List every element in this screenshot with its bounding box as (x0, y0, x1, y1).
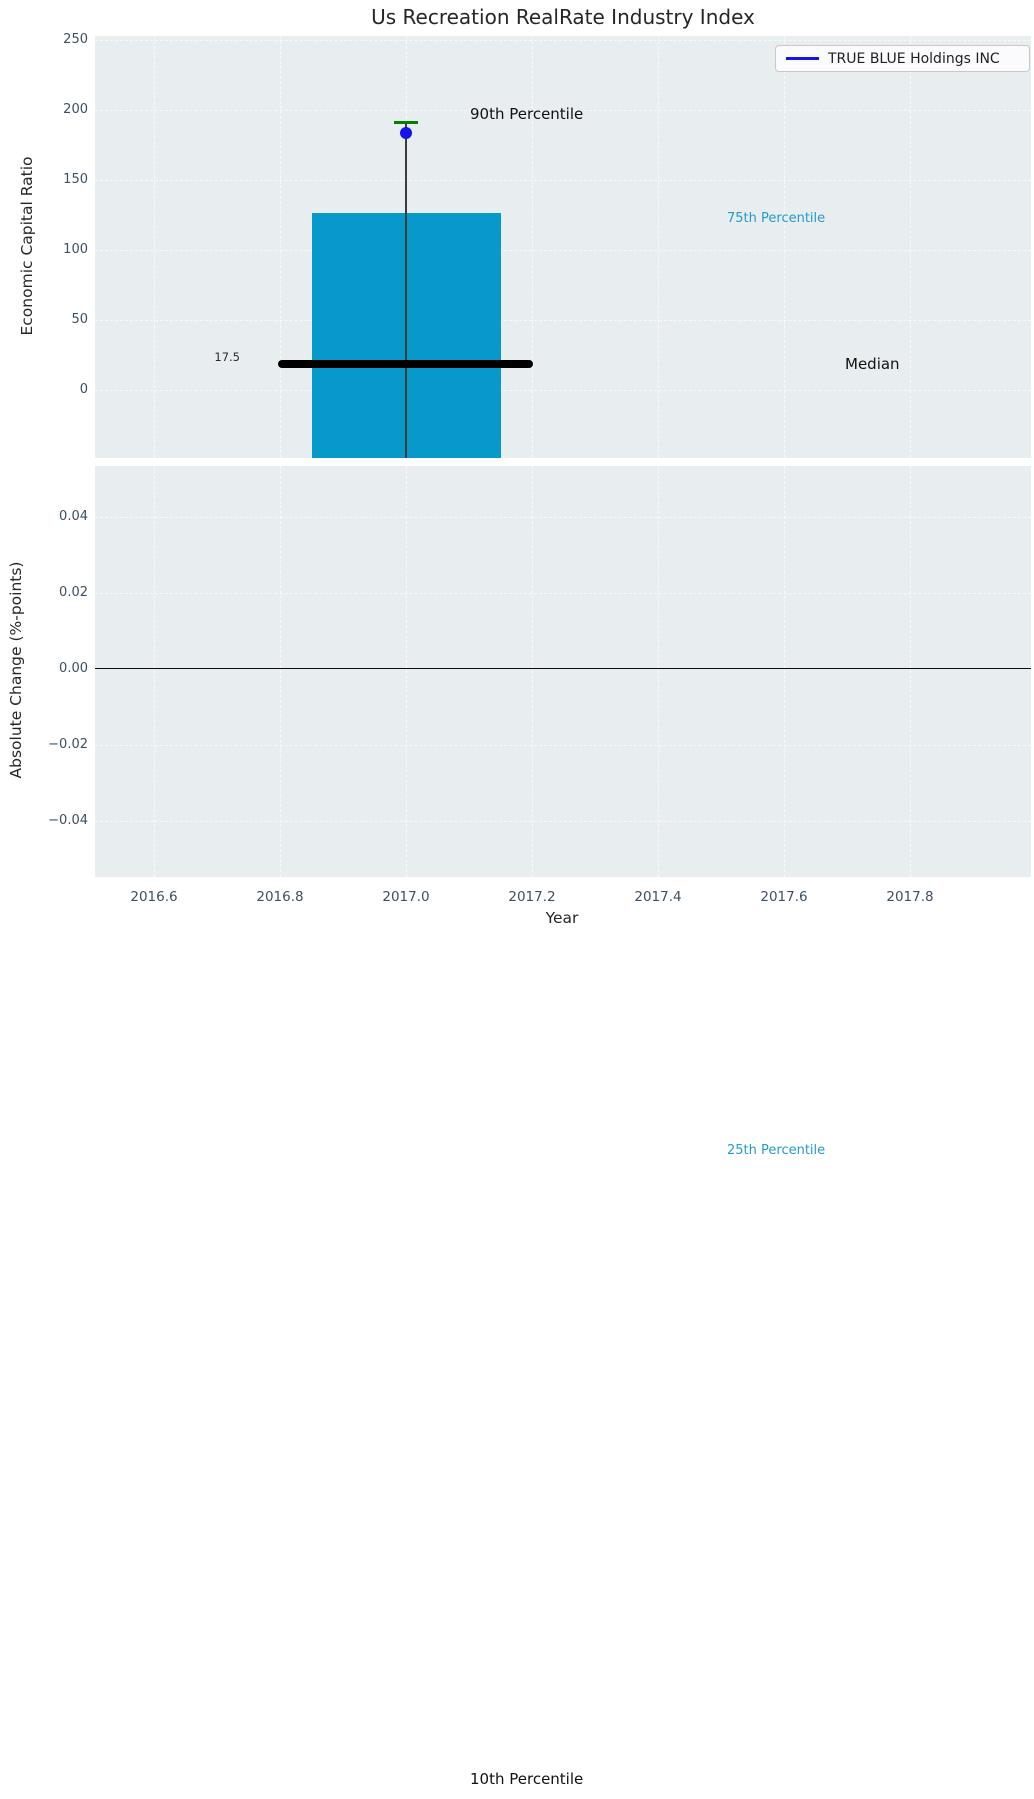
gridline-horizontal (95, 110, 1031, 111)
x-tick-label: 2016.8 (256, 889, 304, 905)
top-plot-area: TRUE BLUE Holdings INC (95, 36, 1031, 458)
annotation-10th-percentile: 10th Percentile (470, 1770, 584, 1788)
annotation-90th-percentile: 90th Percentile (470, 105, 584, 123)
x-tick-label: 2017.6 (760, 889, 808, 905)
x-tick-label: 2017.0 (382, 889, 430, 905)
gridline-vertical (910, 36, 911, 458)
gridline-horizontal (95, 517, 1031, 518)
median-line (278, 360, 533, 368)
gridline-horizontal (95, 593, 1031, 594)
gridline-vertical (910, 466, 911, 877)
gridline-vertical (532, 466, 533, 877)
gridline-vertical (658, 36, 659, 458)
company-marker-dot (400, 127, 412, 139)
x-axis-label: Year (545, 909, 579, 927)
gridline-vertical (784, 466, 785, 877)
annotation-75th-percentile: 75th Percentile (727, 211, 826, 226)
gridline-horizontal (95, 320, 1031, 321)
top-y-tick-label: 0 (79, 382, 88, 397)
bottom-y-tick-label: −0.02 (48, 737, 88, 752)
gridline-horizontal (95, 745, 1031, 746)
median-value-label: 17.5 (214, 350, 240, 364)
gridline-vertical (280, 36, 281, 458)
x-tick-label: 2017.2 (508, 889, 556, 905)
x-tick-label: 2017.4 (634, 889, 682, 905)
bottom-y-tick-label: 0.04 (59, 509, 88, 524)
x-tick-label: 2017.8 (886, 889, 934, 905)
legend-line-sample (786, 57, 819, 60)
gridline-vertical (280, 466, 281, 877)
legend-label: TRUE BLUE Holdings INC (828, 50, 1000, 67)
gridline-horizontal (95, 180, 1031, 181)
p90-whisker-cap (394, 121, 418, 124)
bottom-y-tick-label: 0.02 (59, 585, 88, 600)
gridline-horizontal (95, 40, 1031, 41)
bottom-y-axis-label: Absolute Change (%-points) (7, 561, 25, 779)
bottom-y-tick-label: −0.04 (48, 813, 88, 828)
bottom-plot-area (95, 466, 1031, 877)
chart-title: Us Recreation RealRate Industry Index (371, 5, 755, 29)
top-y-tick-label: 150 (63, 172, 88, 187)
industry-percentile-bar (312, 213, 501, 458)
gridline-horizontal (95, 390, 1031, 391)
gridline-horizontal (95, 250, 1031, 251)
gridline-vertical (154, 36, 155, 458)
gridline-vertical (532, 36, 533, 458)
zero-line (95, 668, 1031, 670)
gridline-vertical (154, 466, 155, 877)
annotation-25th-percentile: 25th Percentile (727, 1143, 826, 1158)
annotation-median: Median (845, 355, 900, 373)
top-y-tick-label: 200 (63, 102, 88, 117)
gridline-vertical (406, 466, 407, 877)
whisker-line (405, 123, 407, 458)
gridline-vertical (784, 36, 785, 458)
top-y-tick-label: 50 (71, 312, 88, 327)
top-y-tick-label: 250 (63, 32, 88, 47)
gridline-horizontal (95, 821, 1031, 822)
legend: TRUE BLUE Holdings INC (775, 45, 1030, 72)
x-tick-label: 2016.6 (130, 889, 178, 905)
gridline-vertical (658, 466, 659, 877)
bottom-y-tick-label: 0.00 (59, 661, 88, 676)
top-y-tick-label: 100 (63, 242, 88, 257)
